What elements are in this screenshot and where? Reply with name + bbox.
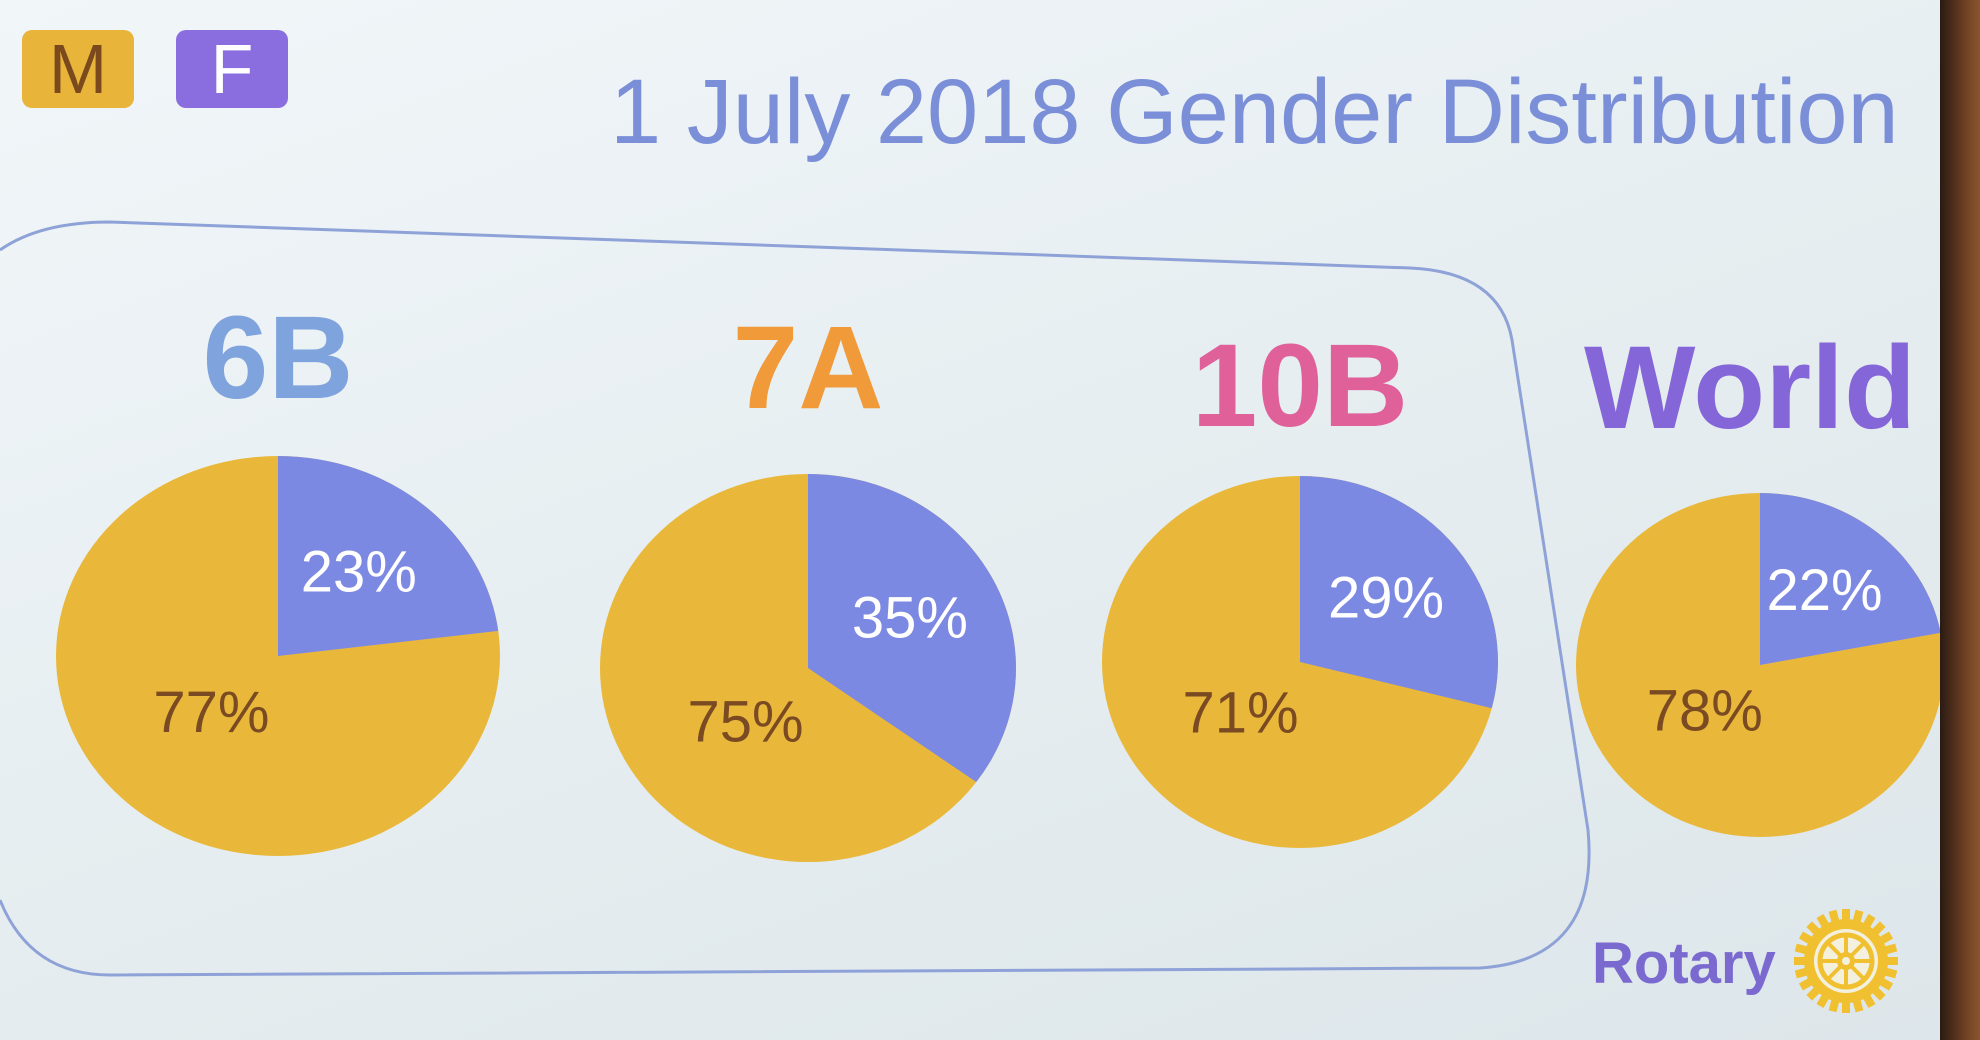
pie-label-female: 22% [1766, 558, 1882, 623]
pie-slice-female [1760, 493, 1941, 665]
pie-label-male: 75% [688, 690, 804, 755]
pie-label-male: 78% [1647, 678, 1763, 743]
rotary-logo: Rotary [1592, 905, 1902, 1022]
legend: M F [22, 30, 288, 108]
projector-frame-edge [1940, 0, 1980, 1040]
rotary-wheel-graphic [1793, 909, 1898, 1013]
pie-label-female: 35% [852, 586, 968, 651]
pie-slice-female [278, 456, 499, 656]
pie-chart: 29% 71% [1102, 476, 1498, 848]
group-outline [0, 220, 1591, 977]
pie-label-female: 23% [301, 539, 417, 604]
pie-label-female: 29% [1328, 565, 1444, 630]
pie-title: World [1583, 322, 1917, 454]
pie-title: 6B [202, 292, 354, 424]
pie-slice-female [1300, 476, 1498, 709]
pie-slice-female [808, 474, 1016, 783]
pie-chart: 35% 75% [600, 474, 1016, 862]
rotary-logo-text: Rotary [1592, 931, 1776, 996]
pie-title: 7A [732, 302, 884, 434]
legend-female-key: F [176, 30, 288, 108]
rotary-wheel-icon [1790, 905, 1902, 1022]
pie-chart: 23% 77% [56, 456, 500, 856]
legend-male-key: M [22, 30, 134, 108]
pie-title: 10B [1191, 320, 1409, 452]
pie-chart: 22%78% [1576, 493, 1944, 837]
pie-label-male: 77% [153, 680, 269, 745]
chart-title: 1 July 2018 Gender Distribution [610, 61, 1899, 163]
pie-label-male: 71% [1183, 681, 1299, 746]
